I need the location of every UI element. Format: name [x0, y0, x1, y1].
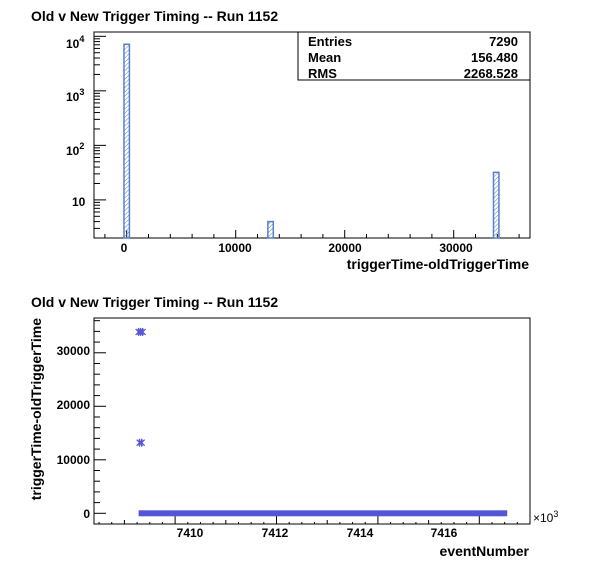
stats-value-entries: 7290 — [489, 34, 518, 49]
scatter-frame — [93, 317, 531, 525]
stats-box: Entries 7290 Mean 156.480 RMS 2268.528 — [297, 31, 531, 81]
histogram-bar-0 — [123, 43, 131, 239]
histogram-x-tick-2: 20000 — [328, 241, 362, 255]
scatter-axes — [94, 320, 531, 524]
histogram-title: Old v New Trigger Timing -- Run 1152 — [31, 8, 278, 24]
scatter-x-multiplier: ×103 — [533, 509, 558, 525]
scatter-x-tick-1: 7412 — [262, 526, 289, 540]
histogram-panel: Old v New Trigger Timing -- Run 1152 0 1… — [31, 8, 531, 272]
stats-value-rms: 2268.528 — [464, 66, 518, 81]
stats-label-entries: Entries — [308, 34, 352, 49]
scatter-y-tick-20000: 20000 — [57, 398, 91, 412]
histogram-bar-2 — [492, 171, 500, 239]
histogram-x-tick-3: 30000 — [439, 241, 473, 255]
scatter-y-tick-10000: 10000 — [57, 453, 91, 467]
histogram-y-tick-10: 10 — [72, 195, 86, 209]
scatter-x-tick-0: 7410 — [177, 526, 204, 540]
scatter-x-tick-2: 7414 — [347, 526, 374, 540]
histogram-bar-1 — [267, 220, 275, 239]
stats-label-mean: Mean — [308, 50, 341, 65]
scatter-cluster-1 — [136, 438, 146, 447]
scatter-panel: Old v New Trigger Timing -- Run 1152 741… — [28, 294, 558, 559]
histogram-y-tick-10000: 104 — [66, 34, 84, 51]
stats-label-rms: RMS — [308, 66, 337, 81]
scatter-x-axis-label: eventNumber — [440, 543, 530, 559]
histogram-axes — [94, 35, 520, 239]
histogram-x-tick-0: 0 — [121, 241, 128, 255]
scatter-y-tick-30000: 30000 — [57, 344, 91, 358]
scatter-x-tick-3: 7416 — [431, 526, 458, 540]
scatter-y-axis-label: triggerTime-oldTriggerTime — [28, 318, 44, 501]
scatter-cluster-2 — [138, 510, 508, 517]
scatter-cluster-0 — [135, 327, 147, 336]
histogram-x-axis-label: triggerTime-oldTriggerTime — [347, 256, 530, 272]
scatter-y-tick-0: 0 — [83, 507, 90, 521]
scatter-title: Old v New Trigger Timing -- Run 1152 — [31, 294, 278, 310]
histogram-bars — [123, 43, 500, 239]
stats-value-mean: 156.480 — [471, 50, 518, 65]
histogram-x-tick-1: 10000 — [218, 241, 252, 255]
stats-box-frame — [297, 31, 531, 81]
histogram-y-tick-100: 102 — [66, 141, 84, 158]
histogram-y-tick-1000: 103 — [66, 87, 84, 104]
scatter-points — [135, 327, 508, 517]
